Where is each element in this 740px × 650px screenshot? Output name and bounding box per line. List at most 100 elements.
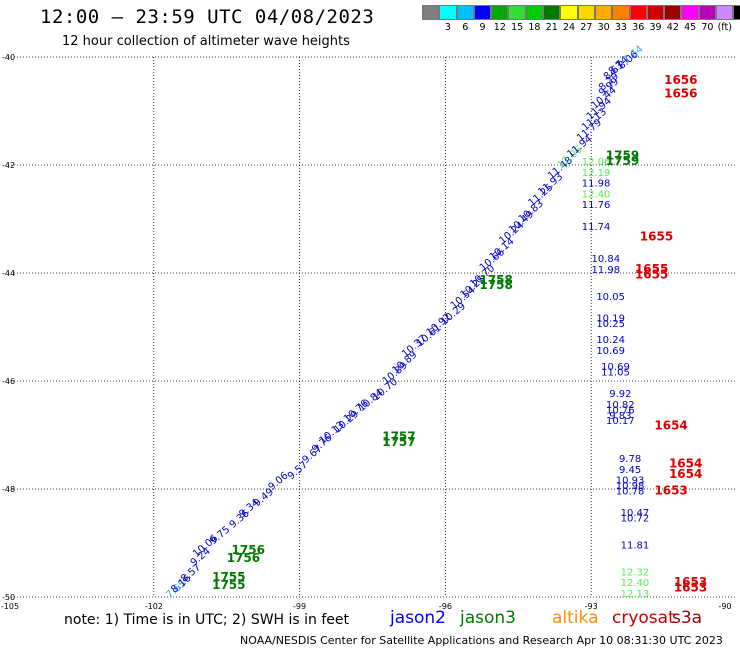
time-label: 1755 <box>212 570 245 584</box>
credit-line: NOAA/NESDIS Center for Satellite Applica… <box>240 634 723 647</box>
color-scale-label: 18 <box>528 22 541 33</box>
swh-label: 10.78 <box>616 486 645 497</box>
color-scale-label: 9 <box>479 22 486 33</box>
color-swatch <box>525 5 544 20</box>
lon-tick-label: -99 <box>293 602 306 611</box>
color-swatch <box>629 5 647 20</box>
swh-label: 12.06 <box>582 157 611 168</box>
color-swatch <box>508 5 526 20</box>
color-swatch <box>543 5 561 20</box>
swh-label: 12.13 <box>621 589 650 600</box>
color-swatch <box>422 5 440 20</box>
lat-tick-label: -40 <box>2 53 15 62</box>
color-scale-label: 30 <box>597 22 610 33</box>
swh-label: 9.83 <box>609 411 631 422</box>
swh-label: 10.82 <box>606 400 635 411</box>
color-scale-label: 70 <box>701 22 714 33</box>
swh-label: 11.81 <box>621 540 650 551</box>
swh-label: 12.40 <box>582 189 611 200</box>
color-scale-label: 12 <box>493 22 506 33</box>
color-scale-label: 39 <box>649 22 662 33</box>
swh-label: 10.69 <box>596 346 625 357</box>
color-scale-label: 45 <box>684 22 697 33</box>
lon-tick-label: -93 <box>585 602 598 611</box>
time-label: 1653 <box>674 575 707 589</box>
swh-label: 12.40 <box>621 578 650 589</box>
legend-cryosat: cryosat <box>612 608 675 628</box>
time-label: 1758 <box>479 273 512 287</box>
color-scale-label: 21 <box>545 22 558 33</box>
color-swatch <box>681 5 699 20</box>
legend-jason3: jason3 <box>460 608 516 628</box>
color-scale-label: 27 <box>580 22 593 33</box>
color-swatch <box>664 5 682 20</box>
swh-label: 12.19 <box>582 168 611 179</box>
map-grid <box>8 56 737 598</box>
time-label: 1655 <box>635 267 668 281</box>
time-label: 1654 <box>669 456 702 470</box>
lon-tick-label: -96 <box>439 602 452 611</box>
time-label: 1654 <box>654 419 687 433</box>
page-title: 12:00 – 23:59 UTC 04/08/2023 <box>40 6 375 28</box>
time-label: 1759 <box>606 149 639 163</box>
color-scale-label: 42 <box>666 22 679 33</box>
time-label: 1758 <box>479 278 512 292</box>
swh-label: 9.78 <box>619 454 641 465</box>
color-swatch <box>594 5 613 20</box>
swh-label: 10.25 <box>596 319 625 330</box>
time-label: 1756 <box>227 551 260 565</box>
lat-tick-label: -48 <box>2 485 15 494</box>
time-label: 1655 <box>635 262 668 276</box>
legend-s3a: s3a <box>672 608 703 628</box>
swh-label: 10.24 <box>596 335 625 346</box>
color-swatch <box>439 5 457 20</box>
lat-tick-label: -42 <box>2 161 15 170</box>
lat-tick-label: -46 <box>2 377 15 386</box>
swh-label: 10.47 <box>621 508 650 519</box>
legend-jason2: jason2 <box>390 608 446 628</box>
color-swatch <box>612 5 630 20</box>
color-swatch <box>733 5 740 20</box>
lat-tick-label: -44 <box>2 269 15 278</box>
color-swatch <box>473 5 492 20</box>
swh-label: 11.74 <box>582 222 611 233</box>
swh-label: 10.98 <box>616 481 645 492</box>
lon-tick-label: -102 <box>145 602 163 611</box>
swh-label: 10.84 <box>591 254 620 265</box>
swh-label: 10.17 <box>606 416 635 427</box>
swh-label: 10.72 <box>621 513 650 524</box>
color-scale-label: 24 <box>563 22 576 33</box>
color-scale-label: 3 <box>444 22 451 33</box>
color-swatch <box>491 5 509 20</box>
color-scale-label: 6 <box>462 22 469 33</box>
lon-tick-label: -105 <box>1 602 19 611</box>
color-swatch <box>560 5 578 20</box>
swh-label: 10.05 <box>596 292 625 303</box>
time-label: 1756 <box>232 543 265 557</box>
color-scale-bar <box>422 5 740 20</box>
swh-label: 11.05 <box>601 368 630 379</box>
page-subtitle: 12 hour collection of altimeter wave hei… <box>62 34 350 49</box>
axis-ticks: -40 -42 -44 -46 -48 -50-105 -102 -99 -96 -93 -90 <box>1 53 732 611</box>
legend-altika: altika <box>552 608 599 628</box>
time-label: 1759 <box>606 154 639 168</box>
time-label: 1757 <box>382 429 415 443</box>
color-swatch <box>456 5 474 20</box>
swh-label: 12.32 <box>621 567 650 578</box>
time-label: 1757 <box>382 435 415 449</box>
swh-label: 11.98 <box>591 265 620 276</box>
units-note: note: 1) Time is in UTC; 2) SWH is in fe… <box>64 612 350 628</box>
lon-tick-label: -90 <box>718 602 731 611</box>
time-label: 1656 <box>664 73 697 87</box>
color-scale-label: 36 <box>632 22 645 33</box>
time-label: 1653 <box>654 483 687 497</box>
color-scale-label: (ft) <box>717 22 732 33</box>
lat-tick-label: -50 <box>2 593 15 602</box>
swh-label: 11.76 <box>582 200 611 211</box>
color-scale-label: 33 <box>614 22 627 33</box>
swh-label: 9.45 <box>619 465 641 476</box>
swh-label: 10.76 <box>606 405 635 416</box>
color-swatch <box>698 5 717 20</box>
data-marks: 7.658.168.579.2410.069.759.369.349.499.0… <box>164 44 707 601</box>
